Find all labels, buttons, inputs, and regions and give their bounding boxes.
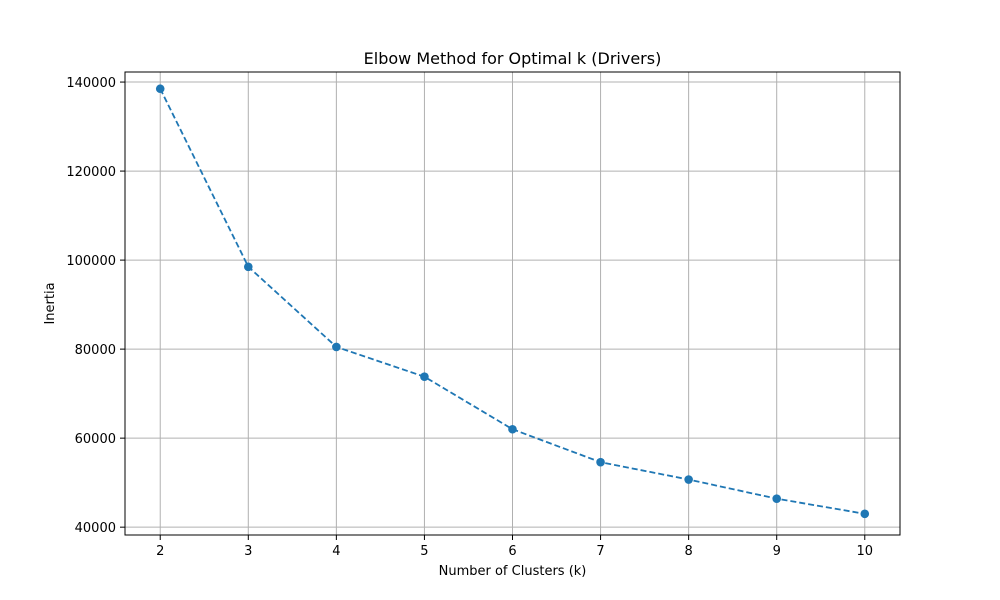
x-tick-label: 7 [596, 544, 604, 559]
data-point [772, 494, 782, 503]
x-axis-label: Number of Clusters (k) [439, 564, 587, 579]
grid-lines [125, 72, 900, 535]
x-tick-label: 9 [773, 544, 781, 559]
x-tick-label: 10 [856, 544, 873, 559]
data-point [420, 372, 429, 382]
data-point [508, 424, 517, 434]
y-tick-label: 100000 [66, 254, 116, 269]
y-axis-label: Inertia [43, 282, 58, 324]
x-axis-ticks: 2 3 4 5 6 7 8 9 10 [156, 535, 873, 559]
inertia-series [155, 84, 870, 519]
data-point [684, 475, 693, 484]
y-tick-label: 40000 [75, 521, 116, 536]
x-tick-label: 5 [420, 544, 428, 559]
data-point [243, 262, 253, 272]
data-point [155, 84, 165, 94]
data-point [860, 509, 870, 519]
y-tick-label: 80000 [75, 343, 116, 358]
y-axis-ticks: 40000 60000 80000 100000 120000 140000 [66, 76, 125, 536]
chart-title: Elbow Method for Optimal k (Drivers) [364, 49, 662, 68]
data-point [332, 342, 341, 352]
x-tick-label: 8 [684, 544, 692, 559]
x-tick-label: 6 [508, 544, 516, 559]
y-tick-label: 140000 [66, 76, 116, 91]
x-tick-label: 4 [332, 544, 340, 559]
y-tick-label: 60000 [75, 432, 116, 447]
data-point [596, 457, 605, 467]
x-tick-label: 2 [156, 544, 164, 559]
x-tick-label: 3 [244, 544, 252, 559]
y-tick-label: 120000 [66, 165, 116, 180]
